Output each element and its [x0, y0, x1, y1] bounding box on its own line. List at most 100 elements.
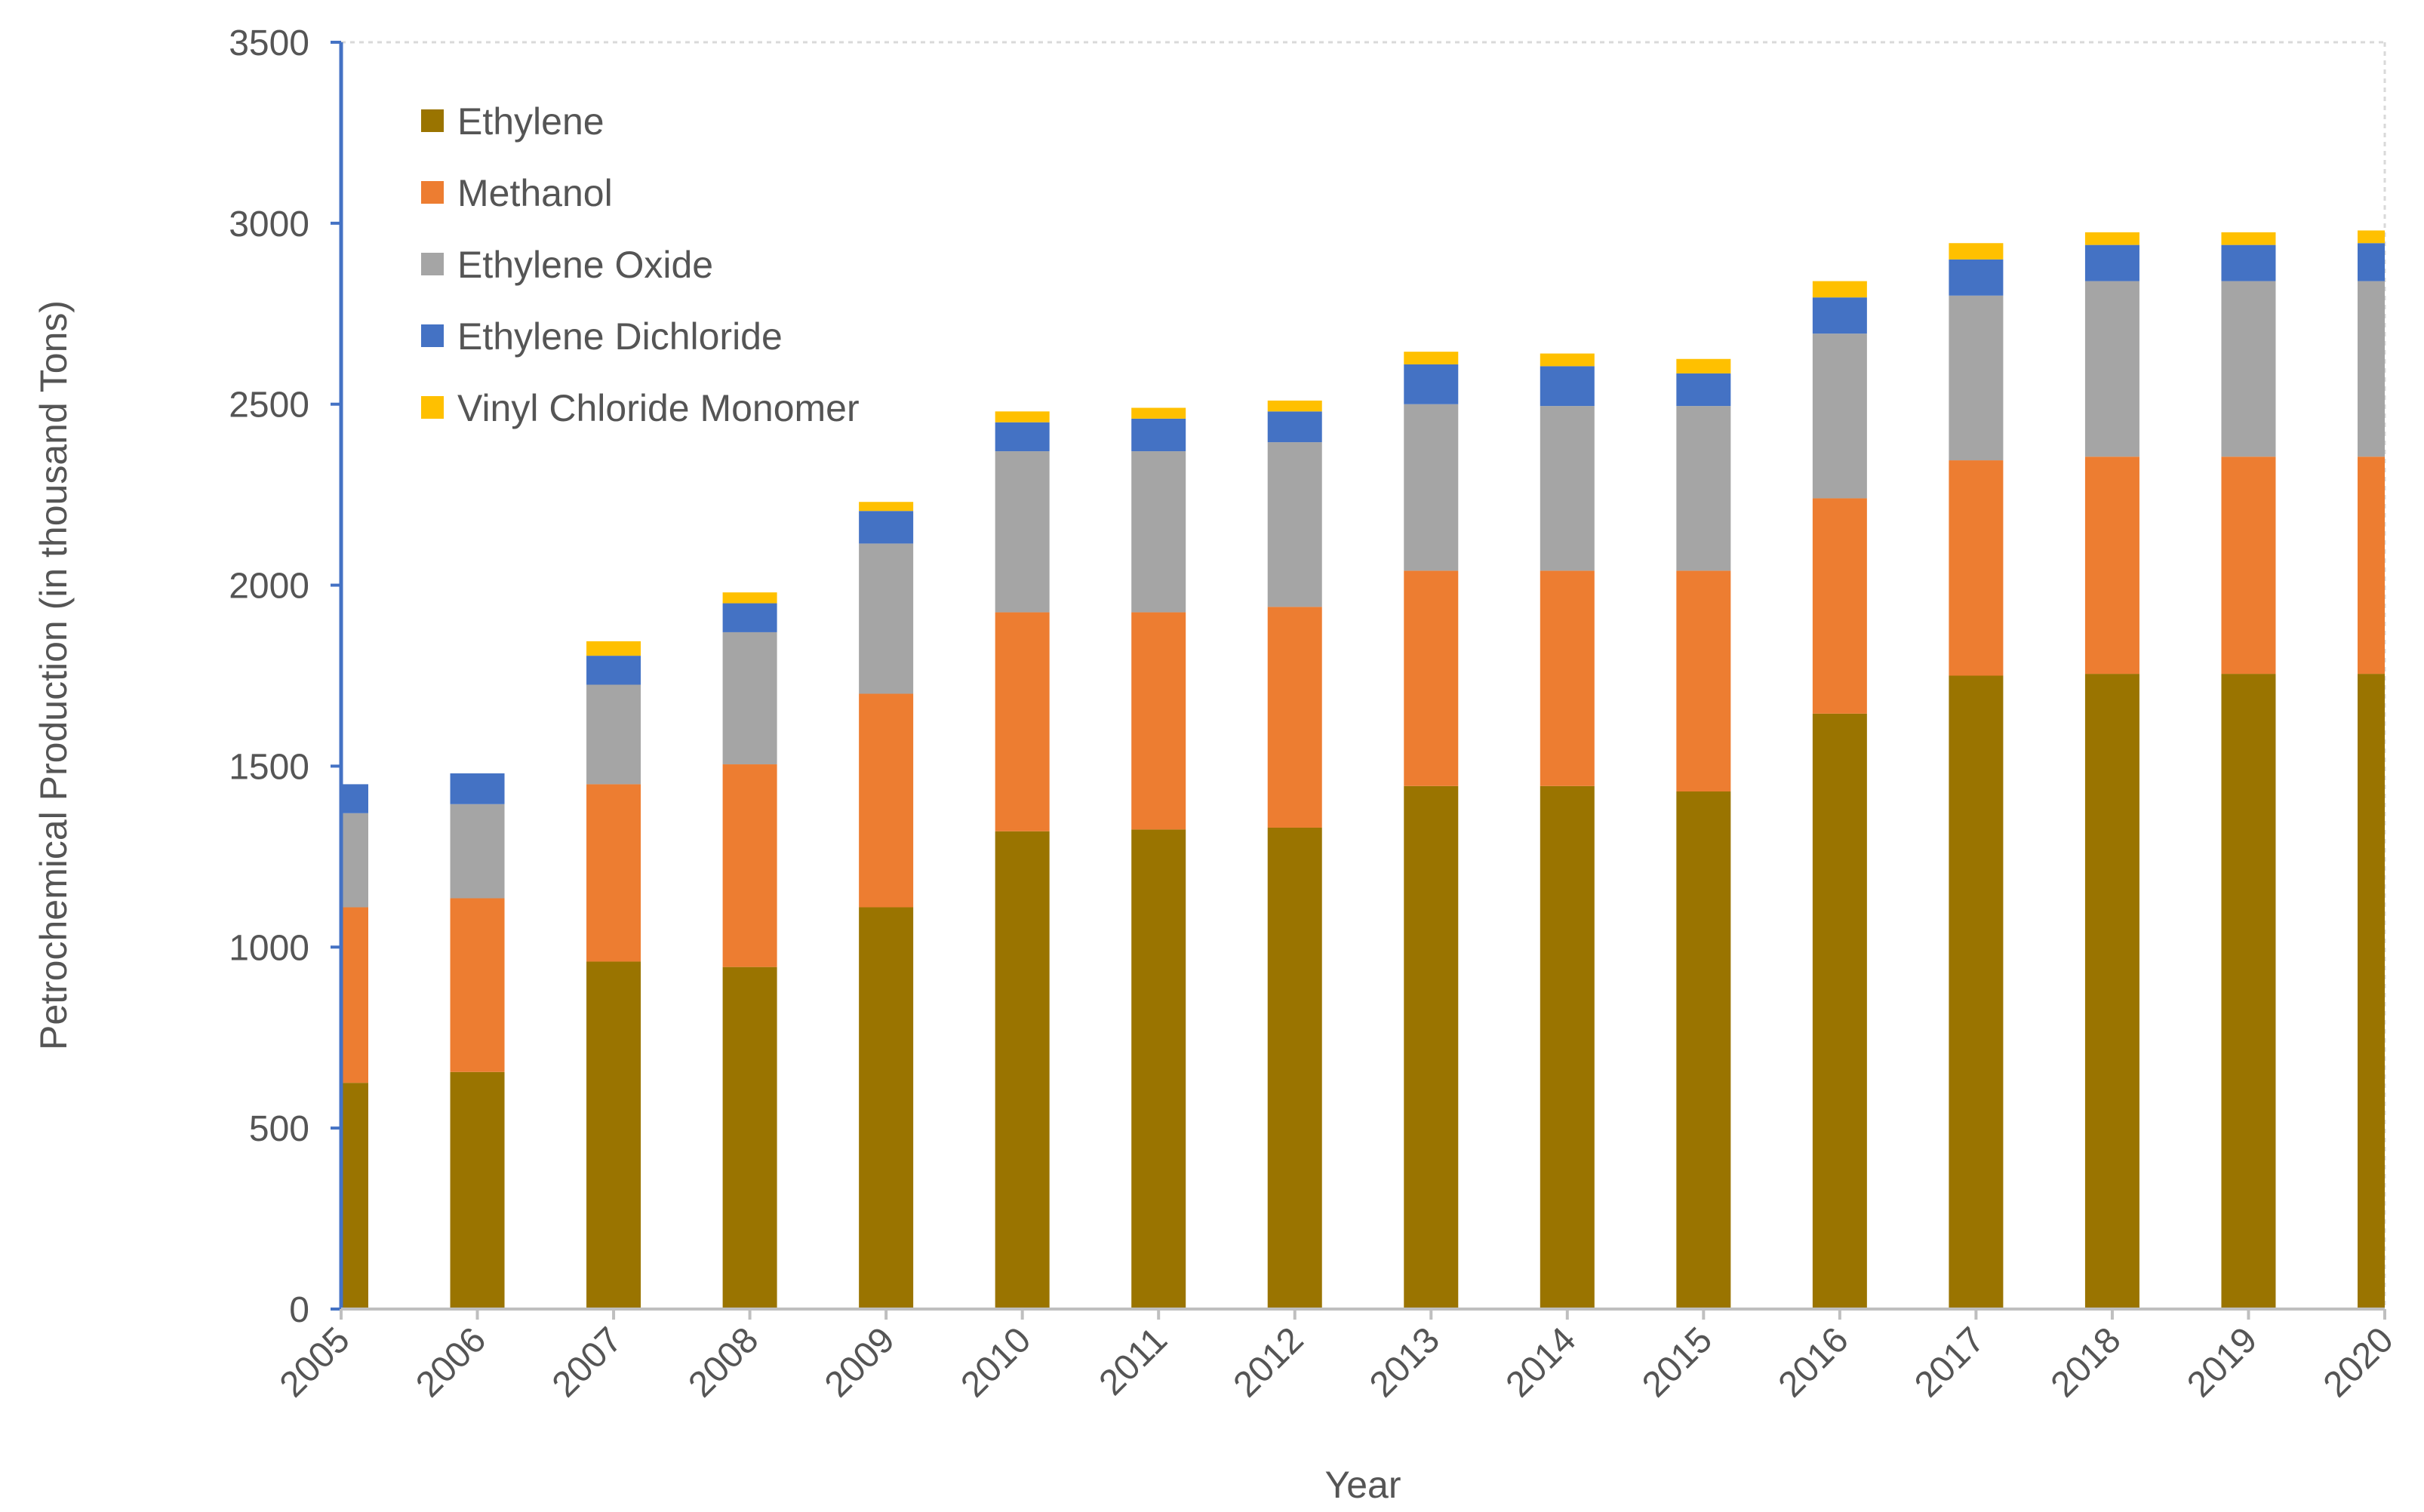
bar-ethylene-2019: [2221, 674, 2276, 1309]
bar-methanol-2017: [1949, 460, 2004, 676]
bar-vinyl-chloride-monomer-2012: [1267, 400, 1322, 412]
bar-ethylene-oxide-2016: [1812, 333, 1867, 499]
legend-label-vinyl-chloride-monomer: Vinyl Chloride Monomer: [457, 387, 860, 429]
bar-ethylene-oxide-2015: [1676, 406, 1731, 571]
bar-vinyl-chloride-monomer-2011: [1131, 407, 1186, 419]
bar-ethylene-2006: [450, 1071, 505, 1309]
bar-methanol-2019: [2221, 456, 2276, 675]
bar-ethylene-2010: [995, 831, 1050, 1309]
legend-swatch-ethylene-oxide: [421, 253, 444, 275]
bar-methanol-2011: [1131, 612, 1186, 830]
bar-ethylene-2009: [859, 907, 914, 1309]
bar-ethylene-dichloride-2018: [2084, 244, 2139, 281]
bar-ethylene-2012: [1267, 827, 1322, 1309]
bar-ethylene-oxide-2017: [1949, 295, 2004, 461]
bar-ethylene-2015: [1676, 791, 1731, 1309]
bar-ethylene-2014: [1540, 785, 1595, 1309]
bar-ethylene-dichloride-2011: [1131, 418, 1186, 452]
bar-ethylene-oxide-2006: [450, 804, 505, 899]
bar-ethylene-dichloride-2016: [1812, 297, 1867, 334]
bar-ethylene-oxide-2012: [1267, 442, 1322, 607]
bar-methanol-2005: [341, 907, 368, 1083]
legend-label-ethylene-oxide: Ethylene Oxide: [457, 244, 713, 286]
legend-label-methanol: Methanol: [457, 172, 613, 214]
bar-ethylene-oxide-2019: [2221, 281, 2276, 457]
bar-vinyl-chloride-monomer-2019: [2221, 232, 2276, 245]
bar-ethylene-dichloride-2019: [2221, 244, 2276, 281]
y-ticks: 0 500 1000 1500 2000 2500 3000 3500: [229, 23, 341, 1330]
bar-vinyl-chloride-monomer-2015: [1676, 358, 1731, 373]
legend-swatch-ethylene: [421, 109, 444, 132]
bar-ethylene-2005: [341, 1083, 368, 1309]
bar-ethylene-dichloride-2017: [1949, 259, 2004, 296]
bar-methanol-2010: [995, 612, 1050, 831]
bar-methanol-2016: [1812, 498, 1867, 714]
bar-ethylene-2013: [1404, 785, 1459, 1309]
bar-ethylene-2016: [1812, 713, 1867, 1309]
bar-ethylene-dichloride-2010: [995, 422, 1050, 452]
bar-ethylene-dichloride-2012: [1267, 411, 1322, 443]
bar-vinyl-chloride-monomer-2008: [722, 592, 777, 604]
bar-ethylene-2020: [2358, 674, 2385, 1309]
y-axis-title: Petrochemical Production (in thousand To…: [32, 300, 75, 1050]
y-tick-label-1500: 1500: [229, 747, 309, 787]
bar-vinyl-chloride-monomer-2007: [586, 641, 641, 656]
bar-ethylene-oxide-2007: [586, 684, 641, 785]
bar-ethylene-dichloride-2005: [341, 784, 368, 813]
bar-ethylene-oxide-2011: [1131, 451, 1186, 613]
bar-ethylene-dichloride-2009: [859, 511, 914, 544]
bar-methanol-2018: [2084, 456, 2139, 675]
bar-methanol-2008: [722, 764, 777, 967]
bar-ethylene-oxide-2005: [341, 813, 368, 908]
bar-methanol-2015: [1676, 570, 1731, 792]
bar-ethylene-2007: [586, 961, 641, 1309]
legend-swatch-ethylene-dichloride: [421, 324, 444, 347]
y-tick-label-2500: 2500: [229, 386, 309, 426]
y-tick-label-1000: 1000: [229, 928, 309, 968]
legend-label-ethylene: Ethylene: [457, 100, 604, 143]
bar-vinyl-chloride-monomer-2020: [2358, 230, 2385, 244]
legend-label-ethylene-dichloride: Ethylene Dichloride: [457, 315, 783, 358]
bar-methanol-2013: [1404, 570, 1459, 786]
bar-methanol-2007: [586, 784, 641, 962]
bar-ethylene-dichloride-2008: [722, 603, 777, 632]
bar-ethylene-2017: [1949, 675, 2004, 1309]
y-tick-label-2000: 2000: [229, 567, 309, 607]
bar-ethylene-2011: [1131, 829, 1186, 1309]
bar-ethylene-oxide-2014: [1540, 406, 1595, 571]
bar-ethylene-oxide-2009: [859, 543, 914, 694]
bar-vinyl-chloride-monomer-2009: [859, 502, 914, 512]
y-tick-label-0: 0: [289, 1290, 309, 1330]
y-tick-label-500: 500: [249, 1109, 309, 1149]
bar-vinyl-chloride-monomer-2016: [1812, 281, 1867, 298]
y-tick-label-3000: 3000: [229, 204, 309, 244]
bar-methanol-2006: [450, 898, 505, 1072]
bar-ethylene-oxide-2018: [2084, 281, 2139, 457]
bar-ethylene-2018: [2084, 674, 2139, 1309]
legend: Ethylene Methanol Ethylene Oxide Ethylene D…: [421, 100, 860, 429]
bar-vinyl-chloride-monomer-2017: [1949, 243, 2004, 260]
bar-ethylene-oxide-2008: [722, 632, 777, 765]
bar-ethylene-dichloride-2013: [1404, 364, 1459, 404]
bar-methanol-2012: [1267, 607, 1322, 828]
legend-swatch-methanol: [421, 181, 444, 204]
bar-vinyl-chloride-monomer-2018: [2084, 232, 2139, 245]
bar-vinyl-chloride-monomer-2014: [1540, 353, 1595, 367]
y-tick-label-3500: 3500: [229, 23, 309, 63]
bar-ethylene-2008: [722, 967, 777, 1309]
bar-ethylene-dichloride-2020: [2358, 243, 2385, 281]
bar-vinyl-chloride-monomer-2013: [1404, 352, 1459, 364]
bar-ethylene-oxide-2013: [1404, 404, 1459, 571]
bar-methanol-2020: [2358, 456, 2385, 675]
legend-swatch-vinyl-chloride-monomer: [421, 396, 444, 419]
bar-ethylene-oxide-2010: [995, 451, 1050, 613]
bar-ethylene-dichloride-2015: [1676, 373, 1731, 407]
x-axis-title: Year: [1324, 1464, 1401, 1506]
bars: [341, 230, 2385, 1309]
bar-ethylene-dichloride-2007: [586, 656, 641, 685]
bar-ethylene-oxide-2020: [2358, 281, 2385, 457]
bar-vinyl-chloride-monomer-2010: [995, 411, 1050, 423]
bar-methanol-2009: [859, 693, 914, 908]
